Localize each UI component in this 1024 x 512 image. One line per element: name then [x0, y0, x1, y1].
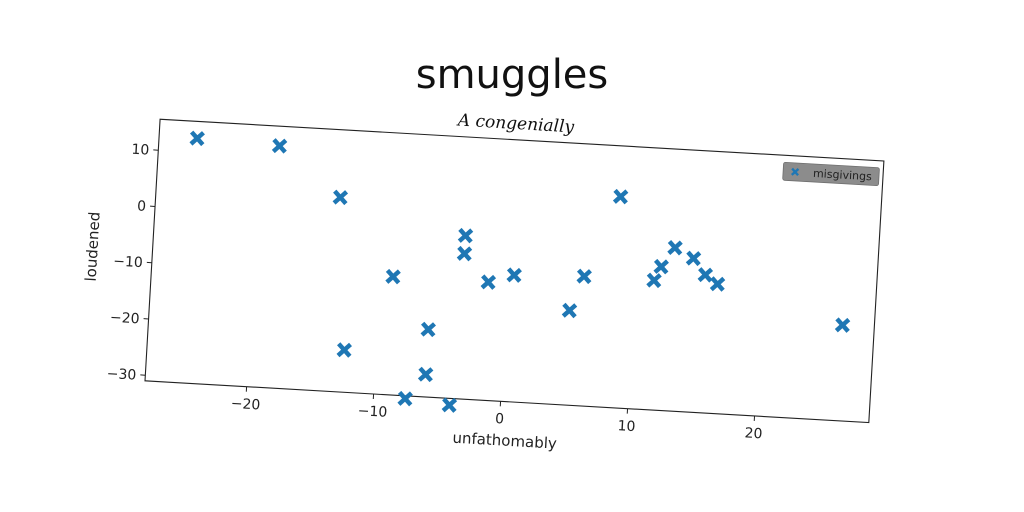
legend-label-misgivings: misgivings: [813, 167, 873, 183]
data-point: [646, 272, 662, 289]
data-point: [456, 245, 473, 262]
data-point: [332, 189, 349, 206]
data-point: [420, 321, 436, 338]
plot-area: −20 −10 0 10 20 10 0 −10 −20 −30 misgivings unfat…: [82, 118, 885, 453]
data-point: [457, 227, 474, 244]
data-point: [697, 267, 714, 283]
data-point: [709, 276, 726, 292]
chart-title: smuggles: [416, 52, 609, 98]
data-point: [336, 342, 352, 358]
data-point: [385, 268, 401, 285]
legend: misgivings: [782, 161, 880, 187]
plot-frame: [144, 118, 885, 424]
data-point: [271, 138, 288, 154]
data-points: [189, 130, 851, 413]
legend-box: [782, 161, 880, 187]
data-point: [441, 397, 458, 413]
y-tick-label: −20: [110, 310, 140, 328]
axis-ticks: −20 −10 0 10 20 10 0 −10 −20 −30: [106, 142, 763, 443]
chart-subtitle: A congenially: [455, 110, 575, 137]
data-point: [834, 317, 851, 333]
y-tick-label: 0: [137, 198, 147, 214]
data-point: [653, 258, 669, 275]
data-point: [480, 274, 497, 290]
legend-marker-symbol: [790, 167, 800, 177]
x-tick-label: 20: [744, 425, 763, 442]
y-axis-label: loudened: [82, 211, 104, 282]
data-point: [685, 250, 702, 267]
x-tick-label: 0: [495, 411, 505, 427]
x-tick-label: −20: [230, 396, 260, 414]
data-point: [506, 267, 522, 283]
y-tick-label: 10: [131, 142, 150, 159]
data-point: [612, 188, 629, 205]
data-point: [397, 390, 413, 407]
x-tick-label: −10: [357, 403, 387, 421]
y-tick-label: −10: [113, 253, 143, 271]
data-point: [576, 268, 592, 285]
x-axis-label: unfathomably: [452, 429, 557, 453]
data-point: [417, 366, 434, 383]
data-point: [189, 130, 205, 147]
data-point: [667, 239, 683, 256]
x-tick-label: 10: [617, 418, 636, 435]
legend-marker-misgivings: [790, 167, 800, 177]
data-point: [561, 302, 578, 319]
y-tick-label: −30: [106, 366, 136, 384]
